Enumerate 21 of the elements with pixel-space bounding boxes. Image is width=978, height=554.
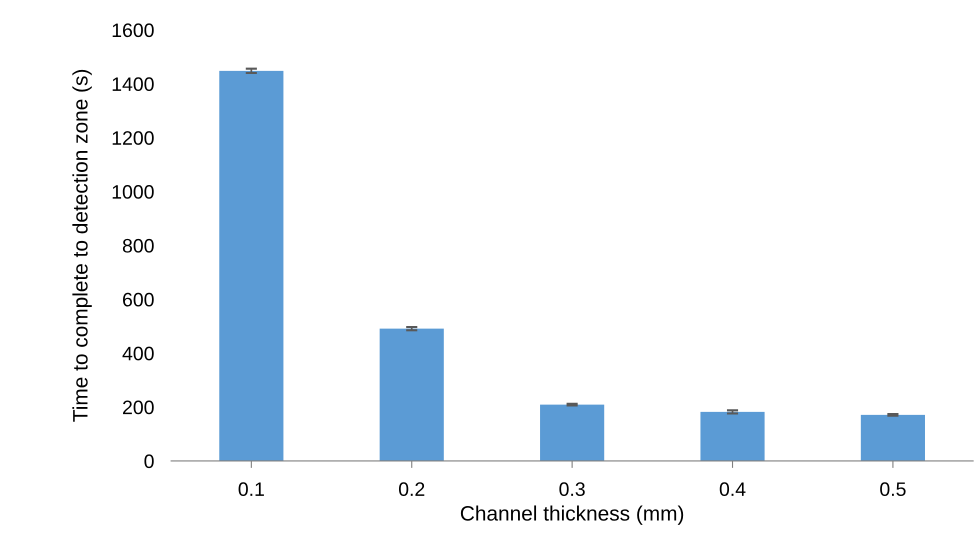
x-axis-title: Channel thickness (mm): [460, 505, 684, 525]
x-tick-label: 0.5: [880, 482, 906, 496]
x-tick-label: 0.2: [398, 482, 424, 496]
y-tick-label: 1600: [112, 23, 154, 38]
bar: [219, 70, 284, 461]
y-tick-label: 1200: [112, 131, 154, 145]
y-tick-label: 800: [122, 238, 154, 253]
y-tick-label: 0: [144, 454, 154, 468]
bar: [540, 404, 604, 461]
bar: [380, 328, 444, 461]
y-tick-label: 1400: [112, 77, 154, 92]
y-axis-title: Time to complete to detection zone (s): [72, 70, 92, 422]
x-tick-label: 0.3: [559, 482, 585, 496]
x-tick-label: 0.4: [720, 482, 746, 496]
bar: [860, 414, 925, 461]
y-tick-label: 200: [123, 400, 154, 414]
y-tick-label: 400: [122, 346, 154, 360]
x-tick-label: 0.1: [238, 482, 264, 496]
y-tick-label: 1000: [112, 185, 154, 199]
y-tick-label: 600: [123, 292, 154, 307]
bar: [700, 412, 765, 461]
